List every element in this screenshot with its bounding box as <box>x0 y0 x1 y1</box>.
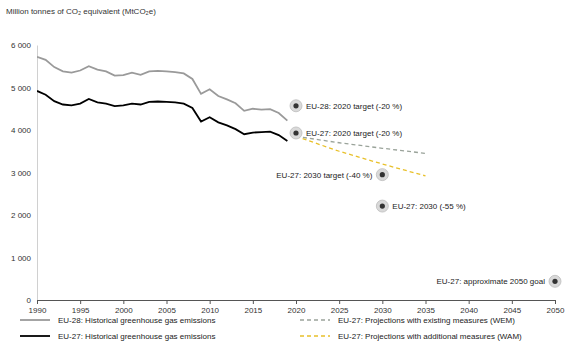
x-tick-mark <box>123 300 124 304</box>
y-axis-title: Million tonnes of CO₂ equivalent (MtCO₂e… <box>6 7 156 16</box>
x-tick: 2010 <box>201 300 219 315</box>
legend-label: EU-28: Historical greenhouse gas emissio… <box>58 316 215 325</box>
targets: EU-28: 2020 target (-20 %) EU-27: 2020 ta… <box>276 100 561 288</box>
target-marker <box>376 200 388 212</box>
series-line <box>296 136 426 153</box>
legend-swatch <box>20 319 50 321</box>
x-tick-mark <box>210 300 211 304</box>
target-label: EU-27: 2030 (-55 %) <box>392 202 466 211</box>
y-tick: 5 000 <box>11 84 37 93</box>
x-tick-label: 2005 <box>158 306 176 315</box>
y-tick-label: 1 000 <box>11 254 32 263</box>
x-tick: 2030 <box>374 300 392 315</box>
legend-label: EU-27: Projections with existing measure… <box>338 316 515 325</box>
y-tick-label: 0 <box>27 296 32 305</box>
legend-swatch <box>300 335 330 336</box>
legend-swatch <box>300 319 330 320</box>
x-axis: 1990 1995 2000 2005 2010 2015 2020 2025 2030 2035… <box>29 300 565 315</box>
x-tick-mark <box>37 300 38 304</box>
x-tick-label: 2015 <box>244 306 262 315</box>
x-tick-label: 2050 <box>547 306 565 315</box>
y-tick-label: 4 000 <box>11 126 32 135</box>
x-tick-mark <box>339 300 340 304</box>
chart: Million tonnes of CO₂ equivalent (MtCO₂e… <box>0 0 586 350</box>
x-tick: 2000 <box>115 300 133 315</box>
y-tick: 2 000 <box>11 211 37 220</box>
x-tick-mark <box>512 300 513 304</box>
x-tick-label: 2035 <box>417 306 435 315</box>
legend-label: EU-27: Projections with additional measu… <box>338 332 522 341</box>
x-tick: 2035 <box>417 300 435 315</box>
y-axis: 0 1 000 2 000 3 000 4 000 5 000 6 000 <box>11 41 38 305</box>
series-line <box>37 91 287 141</box>
target-label: EU-28: 2020 target (-20 %) <box>306 102 402 111</box>
x-tick-label: 2030 <box>374 306 392 315</box>
x-tick: 2045 <box>503 300 521 315</box>
x-tick-label: 2010 <box>201 306 219 315</box>
y-tick-label: 5 000 <box>11 84 32 93</box>
x-tick-mark <box>296 300 297 304</box>
y-tick-label: 3 000 <box>11 169 32 178</box>
y-tick: 3 000 <box>11 169 37 178</box>
x-tick-mark <box>469 300 470 304</box>
target-label: EU-27: 2030 target (-40 %) <box>276 171 372 180</box>
target-label: EU-27: approximate 2050 goal <box>436 277 545 286</box>
legend-label: EU-27: Historical greenhouse gas emissio… <box>58 332 215 341</box>
legend-swatch <box>20 335 50 337</box>
y-axis-line <box>37 46 38 301</box>
x-tick: 2005 <box>158 300 176 315</box>
x-tick-label: 2020 <box>288 306 306 315</box>
y-tick: 4 000 <box>11 126 37 135</box>
x-tick: 1995 <box>72 300 90 315</box>
x-tick-label: 2045 <box>503 306 521 315</box>
x-tick: 1990 <box>29 300 47 315</box>
legend: EU-28: Historical greenhouse gas emissio… <box>20 316 522 341</box>
target-marker-center <box>552 279 557 284</box>
x-tick-mark <box>253 300 254 304</box>
target-marker <box>290 127 302 139</box>
x-tick-label: 2025 <box>331 306 349 315</box>
target-marker <box>290 100 302 112</box>
plot-area <box>37 57 426 176</box>
target-marker <box>376 169 388 181</box>
target-marker <box>549 275 561 287</box>
y-tick-label: 2 000 <box>11 211 32 220</box>
target-marker-center <box>380 203 385 208</box>
x-tick-mark <box>426 300 427 304</box>
x-tick: 2015 <box>244 300 262 315</box>
x-tick-mark <box>167 300 168 304</box>
target-marker-center <box>293 103 298 108</box>
x-tick: 2020 <box>288 300 306 315</box>
x-tick-label: 2000 <box>115 306 133 315</box>
target-label: EU-27: 2020 target (-20 %) <box>306 129 402 138</box>
x-tick-mark <box>555 300 556 304</box>
x-tick-mark <box>80 300 81 304</box>
series-line <box>37 57 287 121</box>
x-tick-label: 2040 <box>460 306 478 315</box>
x-tick-label: 1990 <box>29 306 47 315</box>
y-tick: 6 000 <box>11 41 37 50</box>
x-tick-label: 1995 <box>72 306 90 315</box>
x-tick: 2040 <box>460 300 478 315</box>
y-tick: 1 000 <box>11 254 37 263</box>
y-tick-label: 6 000 <box>11 41 32 50</box>
target-marker-center <box>380 172 385 177</box>
x-tick: 2025 <box>331 300 349 315</box>
y-tick: 0 <box>27 296 37 305</box>
x-tick: 2050 <box>547 300 565 315</box>
target-marker-center <box>293 130 298 135</box>
x-tick-mark <box>382 300 383 304</box>
